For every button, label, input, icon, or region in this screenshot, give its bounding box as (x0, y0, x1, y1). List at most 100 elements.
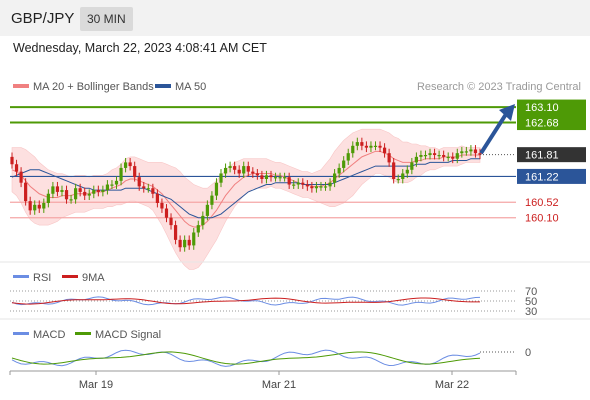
candle-body (164, 208, 169, 218)
candle-body (296, 182, 300, 185)
candle-body (219, 173, 223, 183)
candle-body (469, 149, 473, 152)
candle-body (24, 182, 28, 202)
candle-body (305, 184, 309, 187)
candle-body (346, 153, 350, 161)
pivot-label: 160.52 (525, 197, 559, 209)
candle-body (255, 173, 259, 176)
x-tick-label: Mar 19 (79, 379, 113, 391)
candle-body (42, 202, 46, 209)
candle-body (60, 190, 64, 192)
candle-body (364, 145, 369, 148)
ma20-legend-label: MA 20 + Bollinger Bands (33, 81, 154, 93)
rsi-legend-label: RSI (33, 272, 51, 284)
candle-body (133, 166, 137, 178)
macd-layer: 0 (11, 347, 531, 367)
candle-body (228, 166, 232, 168)
candle-body (337, 167, 341, 174)
pivot-label: 160.10 (525, 213, 559, 225)
candle-body (46, 193, 50, 203)
candle-body (155, 193, 159, 203)
resistance-label-bg (517, 99, 586, 131)
resistance-label: 162.68 (525, 118, 559, 130)
candle-body (401, 173, 405, 179)
macd-legend-swatch (13, 332, 29, 335)
rsi-line (11, 296, 481, 306)
resistance-label: 163.10 (525, 102, 559, 114)
candle-body (242, 166, 246, 174)
candle-body (446, 156, 450, 159)
candle-body (192, 232, 196, 246)
bollinger-band (11, 128, 481, 270)
macd-signal-legend-label: MACD Signal (95, 329, 161, 341)
candle-body (301, 182, 305, 185)
candle-body (460, 151, 464, 154)
candle-body (396, 179, 400, 181)
rsi-legend-swatch (13, 275, 29, 278)
candle-body (223, 167, 228, 174)
candle-body (387, 153, 391, 163)
rsi-ma-legend-swatch (62, 275, 78, 278)
copyright-label: Research © 2023 Trading Central (417, 81, 581, 93)
candle-body (64, 190, 69, 200)
candle-body (442, 155, 446, 157)
price-layer: 161.22 160.52 160.10 163.10 162.68 161.81 (10, 99, 586, 270)
candle-body (201, 215, 205, 226)
candle-body (55, 186, 60, 192)
candle-body (33, 204, 37, 211)
candle-body (205, 204, 209, 216)
candle-body (432, 153, 437, 156)
ma20-line (11, 150, 480, 228)
rsi-ma-line (11, 297, 480, 305)
candle-body (10, 156, 14, 165)
candle-body (333, 173, 337, 183)
candle-body (360, 142, 364, 146)
candle-body (246, 166, 250, 172)
candle-body (83, 191, 87, 196)
ma20-legend-swatch (13, 84, 29, 88)
candle-body (37, 204, 41, 209)
candle-body (14, 164, 19, 172)
forecast-arrow-shaft (479, 111, 509, 155)
candle-body (196, 225, 200, 233)
rsi-ma-legend-label: 9MA (82, 272, 105, 284)
candle-body (355, 142, 359, 146)
candle-body (128, 162, 132, 167)
candle-body (78, 188, 82, 192)
candle-body (92, 190, 96, 194)
candle-body (69, 199, 73, 201)
candle-body (310, 186, 314, 189)
macd-line (11, 349, 481, 367)
candle-body (237, 169, 241, 174)
candle-body (455, 153, 459, 159)
rsi-level-label: 50 (525, 296, 537, 308)
candle-body (233, 166, 237, 170)
candle-body (260, 175, 264, 179)
candle-body (392, 162, 396, 179)
support-label-bg (517, 168, 586, 184)
candle-body (419, 155, 423, 157)
support-label: 161.22 (525, 171, 559, 183)
timeframe-button[interactable]: 30 MIN (80, 7, 133, 31)
candle-body (423, 155, 428, 157)
candle-body (378, 145, 382, 148)
candle-body (28, 201, 32, 211)
forecast-arrow-head (499, 104, 515, 121)
candle-body (183, 239, 187, 248)
candle-body (464, 151, 468, 153)
candle-body (178, 239, 182, 248)
candle-body (110, 184, 114, 186)
candle-body (114, 180, 119, 185)
candle-body (123, 162, 128, 168)
ma50-legend-label: MA 50 (175, 81, 206, 93)
candle-body (119, 167, 123, 181)
symbol-label: GBP/JPY (11, 10, 75, 27)
rsi-level-label: 70 (525, 286, 537, 298)
x-axis: Mar 19 Mar 21 Mar 22 (9, 370, 517, 391)
candle-body (19, 171, 23, 183)
last-price-label-bg (517, 147, 586, 163)
candle-body (414, 156, 418, 163)
candle-body (146, 188, 150, 190)
